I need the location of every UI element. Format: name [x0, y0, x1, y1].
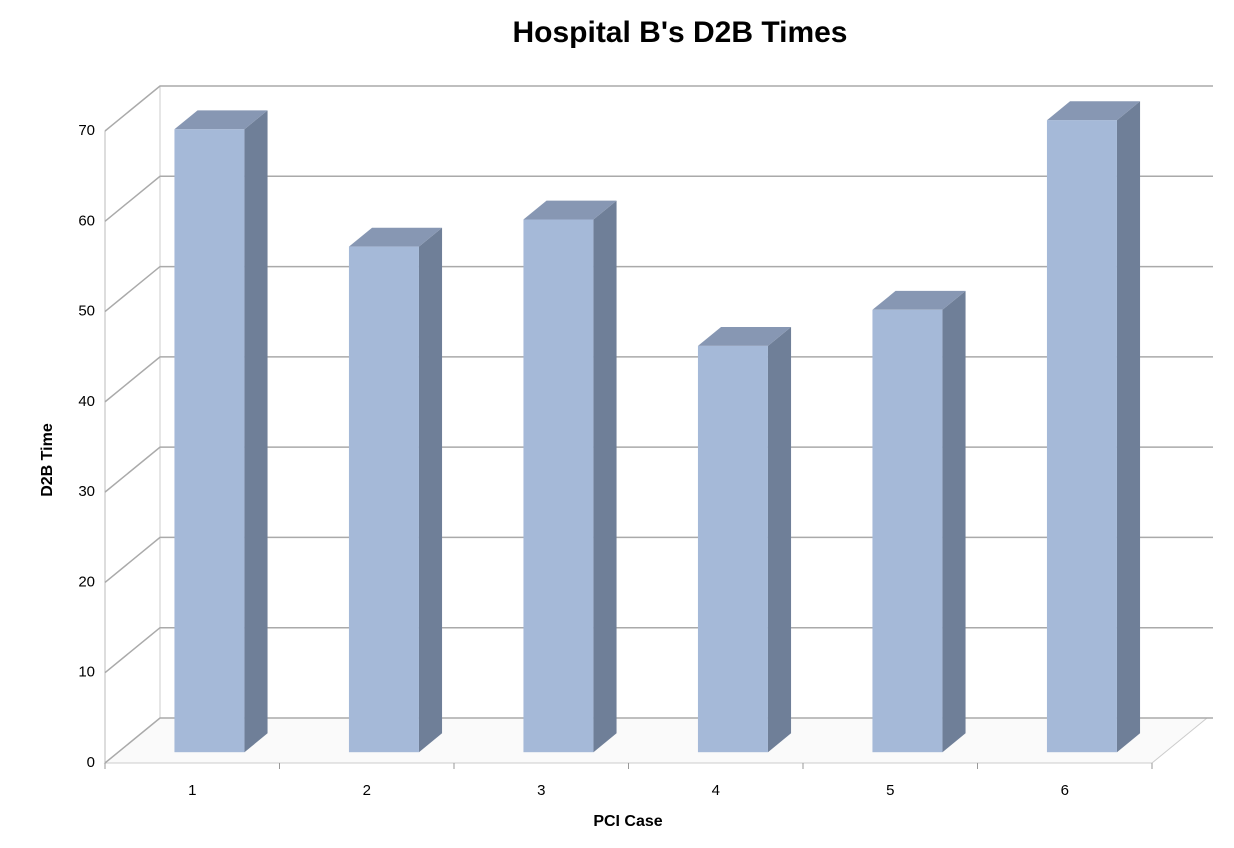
bar-side	[767, 327, 792, 753]
bar-top	[1046, 101, 1141, 121]
bar	[872, 309, 943, 753]
bar-top	[348, 227, 443, 247]
bar-top	[174, 110, 268, 130]
x-tick-label: 5	[886, 782, 894, 799]
y-tick-label: 20	[78, 573, 95, 590]
x-tick-label: 2	[363, 782, 371, 799]
grid-line	[104, 626, 1213, 674]
y-tick-label: 10	[78, 664, 95, 681]
grid-line	[104, 446, 1213, 493]
y-tick-label: 0	[87, 754, 95, 771]
x-axis-label: PCI Case	[593, 813, 662, 830]
y-axis-label: D2B Time	[39, 423, 56, 497]
grid-line	[104, 717, 1213, 764]
bar-top	[523, 200, 617, 220]
y-tick-label: 50	[78, 303, 95, 320]
chart-title: Hospital B's D2B Times	[512, 16, 847, 49]
bar-side	[593, 200, 617, 753]
bar-side	[942, 290, 966, 753]
x-tick-label: 1	[188, 782, 196, 799]
y-tick-label: 30	[78, 483, 95, 500]
bar-side	[418, 227, 443, 753]
bar	[697, 345, 768, 753]
bar	[348, 246, 419, 753]
x-tick-label: 4	[712, 782, 720, 799]
bar-side	[1116, 101, 1141, 753]
floor	[103, 717, 1209, 764]
grid-line	[104, 175, 1213, 222]
grid-line	[104, 356, 1213, 403]
y-tick-label: 60	[78, 212, 95, 229]
y-tick-label: 40	[78, 393, 95, 410]
x-tick-label: 6	[1061, 782, 1069, 799]
grid-line	[104, 536, 1213, 584]
bar-top	[872, 290, 966, 310]
bar	[523, 219, 594, 753]
x-tick-label: 3	[537, 782, 545, 799]
bar-side	[244, 110, 268, 753]
y-tick-label: 70	[78, 122, 95, 139]
bar	[1046, 120, 1117, 753]
bar-top	[697, 327, 792, 346]
grid-line	[104, 85, 1213, 132]
bar	[174, 129, 245, 753]
grid-line	[104, 265, 1213, 313]
